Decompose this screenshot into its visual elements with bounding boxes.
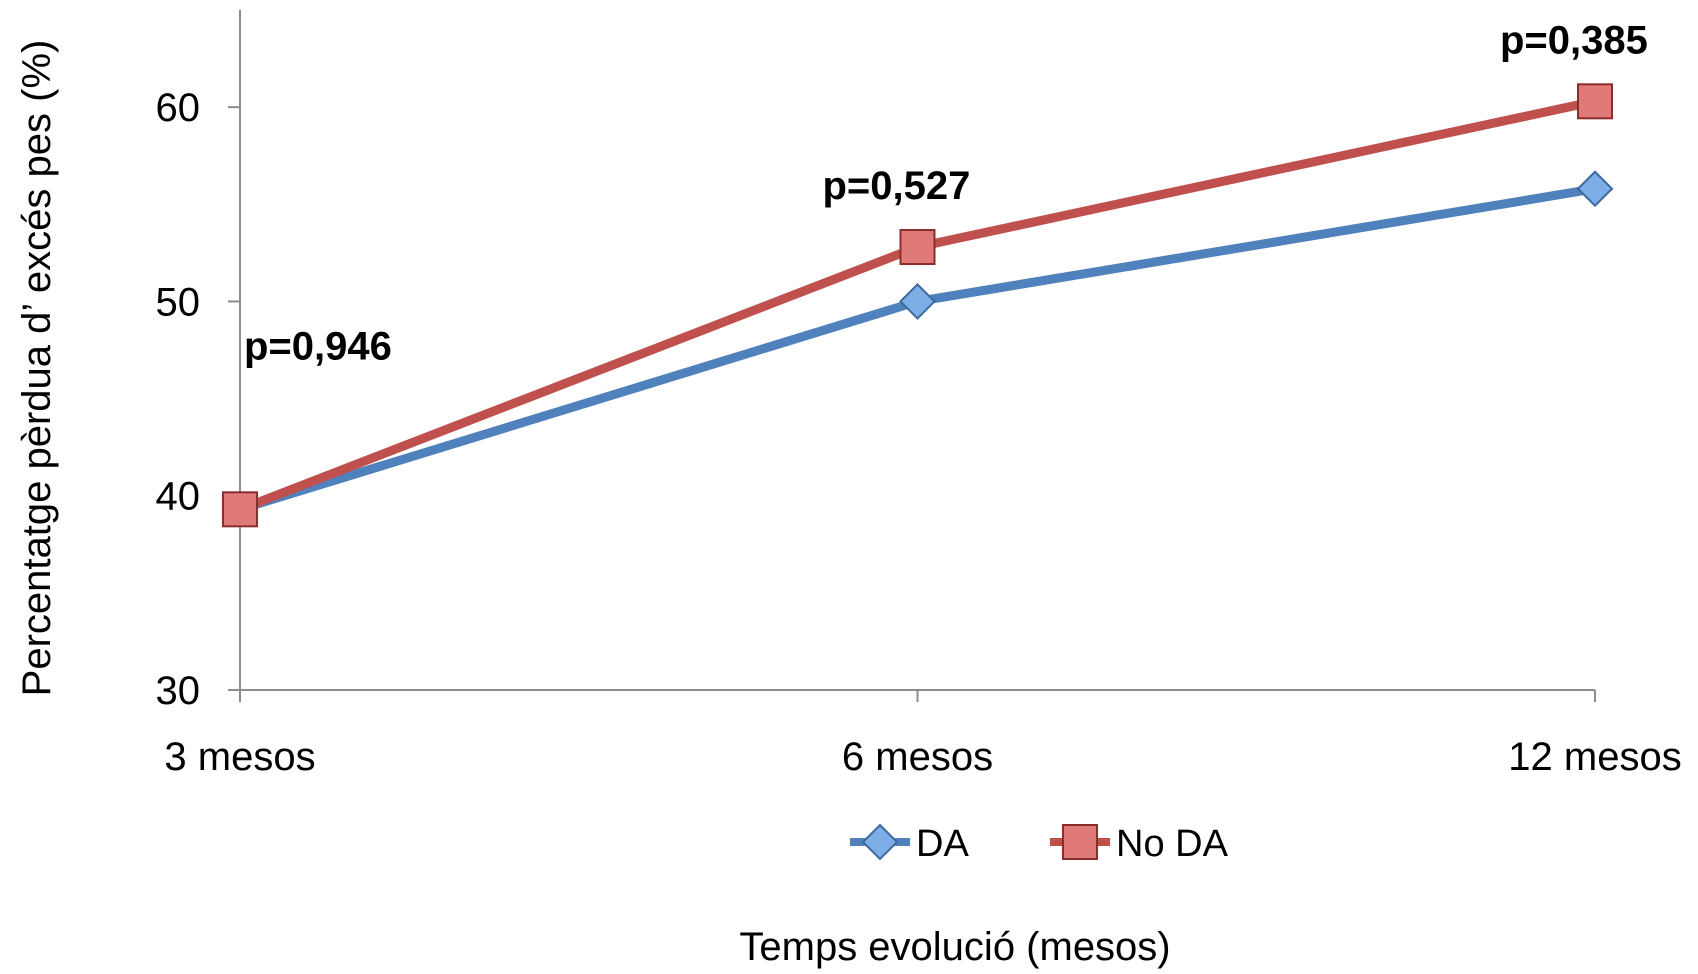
data-point <box>1576 170 1614 208</box>
axes <box>239 10 1595 691</box>
data-point <box>222 491 258 528</box>
x-tick-label: 6 mesos <box>842 735 993 779</box>
legend-item: No DA <box>1050 823 1229 865</box>
y-tick-label: 60 <box>156 86 201 130</box>
series-layer <box>221 83 1614 528</box>
legend-marker <box>861 823 899 861</box>
y-tick-label: 50 <box>156 280 201 324</box>
y-tick-label: 40 <box>156 475 201 519</box>
data-point <box>899 229 936 266</box>
series-no-da <box>222 83 1613 528</box>
data-point <box>1577 83 1613 120</box>
p-value-annotation: p=0,527 <box>823 164 971 208</box>
annotation-layer: p=0,946 p=0,527 p=0,385 <box>244 18 1648 368</box>
y-ticks: 30 40 50 60 <box>156 86 240 713</box>
p-value-annotation: p=0,385 <box>1500 18 1648 62</box>
y-axis-title: Percentatge pèrdua d’ excés pes (%) <box>15 40 59 697</box>
data-point <box>899 283 936 320</box>
x-tick-label: 12 mesos <box>1508 735 1681 779</box>
legend-marker <box>1062 824 1098 860</box>
x-ticks: 3 mesos 6 mesos 12 mesos <box>164 690 1682 779</box>
p-value-annotation: p=0,946 <box>244 324 392 368</box>
series-da <box>221 170 1614 528</box>
y-tick-label: 30 <box>156 669 201 713</box>
legend: DA No DA <box>850 823 1229 865</box>
legend-label: No DA <box>1116 823 1229 865</box>
x-tick-label: 3 mesos <box>164 735 315 779</box>
legend-label: DA <box>916 823 969 865</box>
x-axis-title: Temps evolució (mesos) <box>739 925 1170 969</box>
legend-item: DA <box>850 823 969 865</box>
